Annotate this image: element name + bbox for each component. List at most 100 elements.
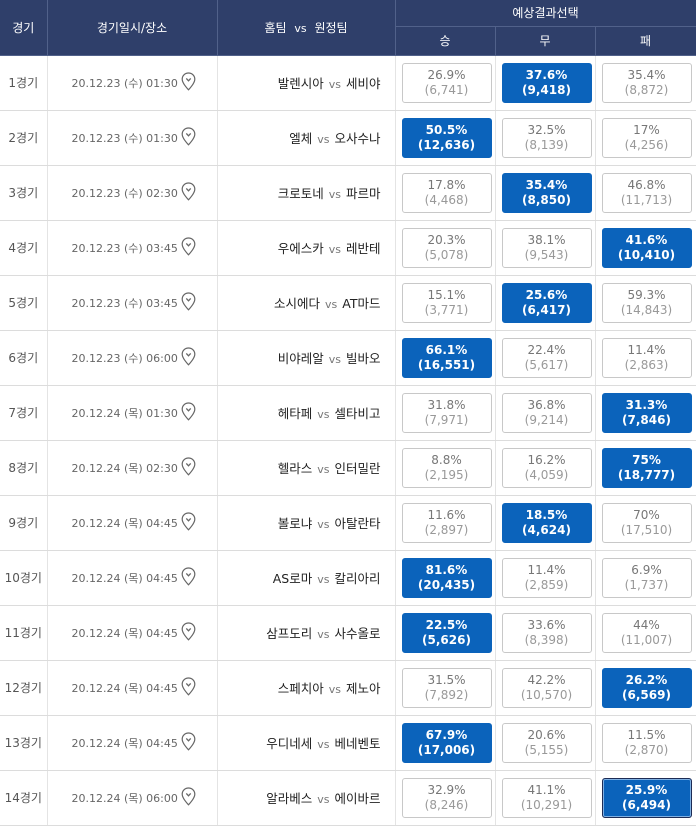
away-team: 오사수나 <box>334 131 381 146</box>
loss-percent: 75% <box>632 452 661 467</box>
location-pin-icon[interactable] <box>181 126 196 149</box>
away-team: 인터밀란 <box>334 461 381 476</box>
match-round: 13경기 <box>0 715 48 771</box>
home-team: 발렌시아 <box>277 76 324 91</box>
location-pin-icon[interactable] <box>181 731 196 754</box>
win-option-button[interactable]: 17.8% (4,468) <box>401 172 492 213</box>
loss-option-button[interactable]: 46.8% (11,713) <box>601 172 692 213</box>
loss-option-button[interactable]: 6.9% (1,737) <box>601 557 692 598</box>
win-option-button[interactable]: 22.5% (5,626) <box>401 612 492 653</box>
draw-option-button[interactable]: 32.5% (8,139) <box>501 117 592 158</box>
draw-option-button[interactable]: 20.6% (5,155) <box>501 722 592 763</box>
win-option-button[interactable]: 26.9% (6,741) <box>401 62 492 103</box>
location-pin-icon[interactable] <box>181 291 196 314</box>
loss-cell: 41.6% (10,410) <box>595 220 696 276</box>
match-teams: 엘체 vs 오사수나 <box>217 110 396 166</box>
location-pin-icon[interactable] <box>181 511 196 534</box>
loss-cell: 6.9% (1,737) <box>595 550 696 606</box>
match-round: 3경기 <box>0 165 48 221</box>
loss-option-button[interactable]: 11.4% (2,863) <box>601 337 692 378</box>
match-teams: 삼프도리 vs 사수올로 <box>217 605 396 661</box>
loss-option-button[interactable]: 70% (17,510) <box>601 502 692 543</box>
match-round: 8경기 <box>0 440 48 496</box>
location-pin-icon[interactable] <box>181 181 196 204</box>
location-pin-icon[interactable] <box>181 236 196 259</box>
datetime-text: 20.12.24 (목) 04:45 <box>71 626 178 640</box>
home-team: 헬라스 <box>277 461 313 476</box>
win-cell: 81.6% (20,435) <box>395 550 496 606</box>
win-option-button[interactable]: 50.5% (12,636) <box>401 117 492 158</box>
away-team: 칼리아리 <box>334 571 381 586</box>
win-percent: 67.9% <box>425 727 468 742</box>
draw-count: (10,570) <box>520 687 573 702</box>
draw-option-button[interactable]: 41.1% (10,291) <box>501 777 592 818</box>
win-option-button[interactable]: 32.9% (8,246) <box>401 777 492 818</box>
win-option-button[interactable]: 67.9% (17,006) <box>401 722 492 763</box>
draw-cell: 38.1% (9,543) <box>495 220 596 276</box>
win-option-button[interactable]: 15.1% (3,771) <box>401 282 492 323</box>
loss-option-button[interactable]: 17% (4,256) <box>601 117 692 158</box>
draw-option-button[interactable]: 11.4% (2,859) <box>501 557 592 598</box>
location-pin-icon[interactable] <box>181 676 196 699</box>
match-teams: 비야레알 vs 빌바오 <box>217 330 396 386</box>
draw-cell: 20.6% (5,155) <box>495 715 596 771</box>
win-option-button[interactable]: 31.8% (7,971) <box>401 392 492 433</box>
location-pin-icon[interactable] <box>181 71 196 94</box>
win-option-button[interactable]: 31.5% (7,892) <box>401 667 492 708</box>
match-teams: 소시에다 vs AT마드 <box>217 275 396 331</box>
match-datetime: 20.12.24 (목) 01:30 <box>47 385 218 441</box>
match-teams: 우디네세 vs 베네벤토 <box>217 715 396 771</box>
datetime-text: 20.12.23 (수) 01:30 <box>71 131 178 145</box>
loss-option-button[interactable]: 25.9% (6,494) <box>601 777 692 818</box>
win-option-button[interactable]: 8.8% (2,195) <box>401 447 492 488</box>
win-option-button[interactable]: 66.1% (16,551) <box>401 337 492 378</box>
location-pin-icon[interactable] <box>181 566 196 589</box>
draw-option-button[interactable]: 42.2% (10,570) <box>501 667 592 708</box>
location-pin-icon[interactable] <box>181 346 196 369</box>
draw-option-button[interactable]: 16.2% (4,059) <box>501 447 592 488</box>
match-row: 7경기 20.12.24 (목) 01:30 헤타페 vs 셀타비고 31.8% (… <box>0 385 696 441</box>
draw-option-button[interactable]: 37.6% (9,418) <box>501 62 592 103</box>
match-row: 11경기 20.12.24 (목) 04:45 삼프도리 vs 사수올로 22.5%… <box>0 605 696 661</box>
away-team: 세비야 <box>345 76 381 91</box>
location-pin-icon[interactable] <box>181 401 196 424</box>
win-percent: 66.1% <box>425 342 468 357</box>
draw-option-button[interactable]: 38.1% (9,543) <box>501 227 592 268</box>
loss-option-button[interactable]: 59.3% (14,843) <box>601 282 692 323</box>
win-option-button[interactable]: 11.6% (2,897) <box>401 502 492 543</box>
loss-option-button[interactable]: 11.5% (2,870) <box>601 722 692 763</box>
vs-label: vs <box>317 463 330 476</box>
win-cell: 26.9% (6,741) <box>395 55 496 111</box>
win-percent: 8.8% <box>431 452 462 467</box>
match-datetime: 20.12.23 (수) 03:45 <box>47 220 218 276</box>
loss-option-button[interactable]: 44% (11,007) <box>601 612 692 653</box>
win-option-button[interactable]: 20.3% (5,078) <box>401 227 492 268</box>
draw-option-button[interactable]: 25.6% (6,417) <box>501 282 592 323</box>
draw-option-button[interactable]: 18.5% (4,624) <box>501 502 592 543</box>
loss-option-button[interactable]: 26.2% (6,569) <box>601 667 692 708</box>
loss-option-button[interactable]: 41.6% (10,410) <box>601 227 692 268</box>
draw-option-button[interactable]: 22.4% (5,617) <box>501 337 592 378</box>
loss-option-button[interactable]: 35.4% (8,872) <box>601 62 692 103</box>
location-pin-icon[interactable] <box>181 456 196 479</box>
match-round: 6경기 <box>0 330 48 386</box>
win-cell: 8.8% (2,195) <box>395 440 496 496</box>
draw-option-button[interactable]: 35.4% (8,850) <box>501 172 592 213</box>
match-row: 3경기 20.12.23 (수) 02:30 크로토네 vs 파르마 17.8% (… <box>0 165 696 221</box>
win-percent: 50.5% <box>425 122 468 137</box>
draw-count: (6,417) <box>522 302 571 317</box>
match-row: 8경기 20.12.24 (목) 02:30 헬라스 vs 인터밀란 8.8% (2… <box>0 440 696 496</box>
draw-option-button[interactable]: 33.6% (8,398) <box>501 612 592 653</box>
vs-label: vs <box>328 353 341 366</box>
draw-option-button[interactable]: 36.8% (9,214) <box>501 392 592 433</box>
win-option-button[interactable]: 81.6% (20,435) <box>401 557 492 598</box>
location-pin-icon[interactable] <box>181 786 196 809</box>
loss-option-button[interactable]: 75% (18,777) <box>601 447 692 488</box>
header-teams: 홈팀 vs 원정팀 <box>217 0 396 56</box>
draw-percent: 18.5% <box>525 507 568 522</box>
loss-option-button[interactable]: 31.3% (7,846) <box>601 392 692 433</box>
match-row: 12경기 20.12.24 (목) 04:45 스페치아 vs 제노아 31.5% … <box>0 660 696 716</box>
datetime-text: 20.12.24 (목) 01:30 <box>71 406 178 420</box>
round-label: 14경기 <box>4 791 42 805</box>
location-pin-icon[interactable] <box>181 621 196 644</box>
